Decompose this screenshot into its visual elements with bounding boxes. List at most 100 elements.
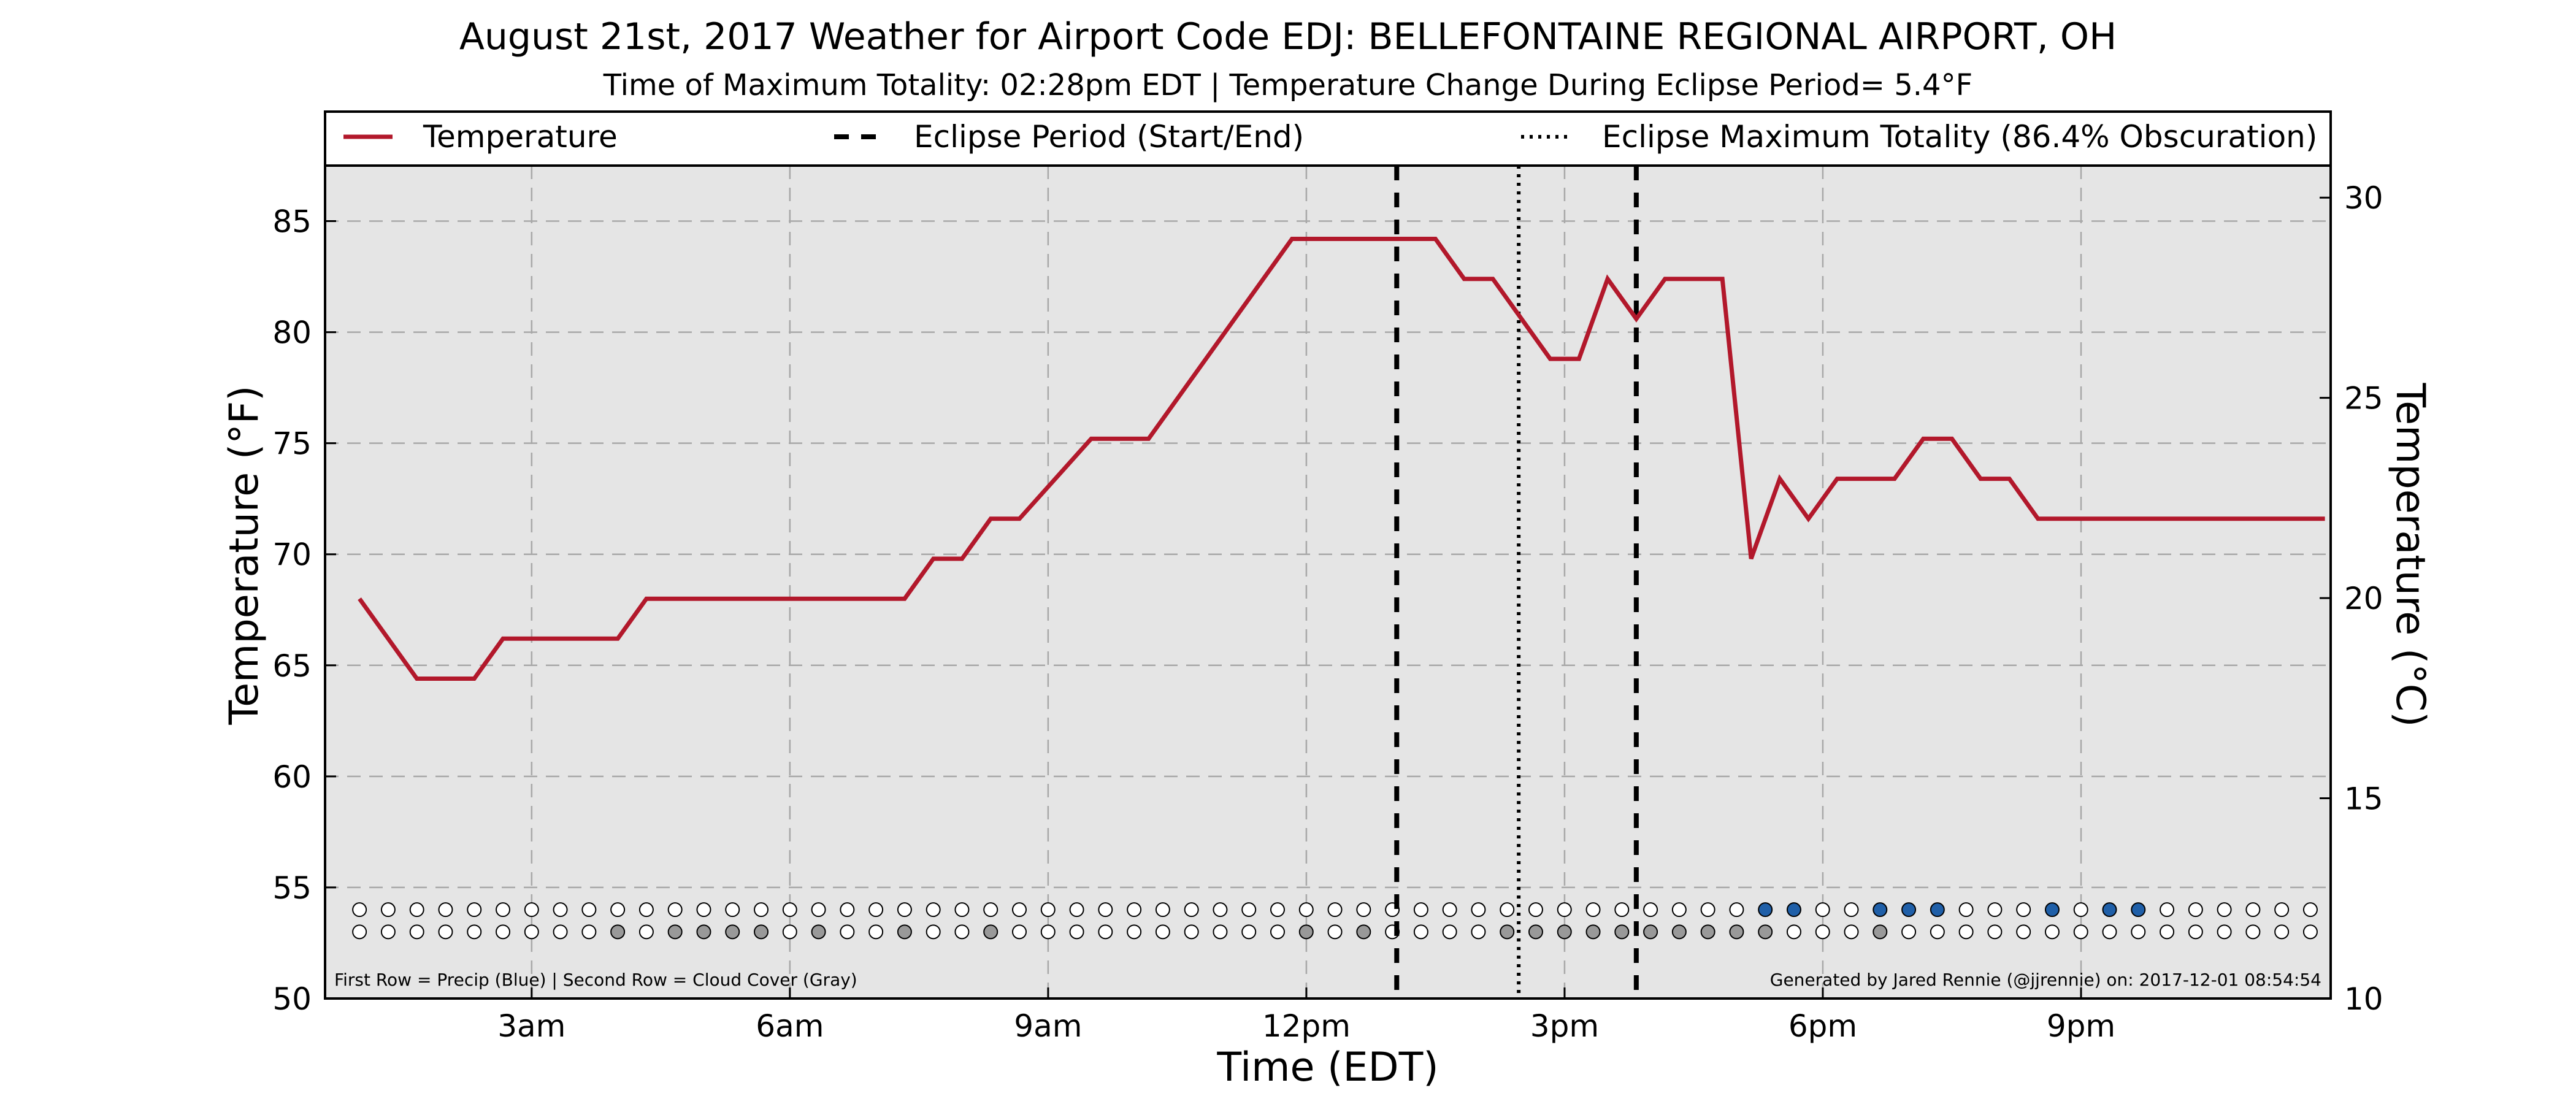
y-right-tick-label: 15 <box>2344 781 2383 817</box>
precip-marker <box>1930 902 1945 918</box>
grid-lines <box>325 166 2331 999</box>
precip-marker <box>1471 902 1486 918</box>
eclipse-lines <box>1394 166 1639 999</box>
cloud-marker <box>2073 924 2088 940</box>
precip-marker <box>897 902 912 918</box>
cloud-marker <box>1958 924 1974 940</box>
precip-marker <box>1729 902 1744 918</box>
cloud-marker <box>754 924 769 940</box>
precip-marker <box>1528 902 1543 918</box>
precip-marker <box>1873 902 1888 918</box>
precip-marker <box>553 902 568 918</box>
x-tick-label: 9am <box>1014 1008 1082 1044</box>
precip-marker <box>2016 902 2031 918</box>
cloud-marker <box>1643 924 1658 940</box>
cloud-marker <box>926 924 941 940</box>
cloud-marker <box>2160 924 2175 940</box>
precip-marker <box>1958 902 1974 918</box>
x-tick-label: 3am <box>497 1008 565 1044</box>
precip-marker <box>1987 902 2003 918</box>
footnote-right: Generated by Jared Rennie (@jjrennie) on… <box>1770 970 2321 990</box>
temperature-line <box>358 237 2325 681</box>
cloud-marker <box>1987 924 2003 940</box>
cloud-marker <box>1442 924 1457 940</box>
precip-marker <box>581 902 597 918</box>
x-tick-label: 12pm <box>1262 1008 1351 1044</box>
precip-marker <box>1327 902 1343 918</box>
cloud-marker <box>2044 924 2060 940</box>
cloud-marker <box>1786 924 1801 940</box>
cloud-marker <box>1528 924 1543 940</box>
cloud-marker <box>1815 924 1830 940</box>
precip-marker <box>1241 902 1257 918</box>
precip-marker <box>1901 902 1917 918</box>
cloud-marker <box>1413 924 1428 940</box>
cloud-marker <box>782 924 797 940</box>
y-right-tick-label: 30 <box>2344 180 2383 216</box>
cloud-marker <box>954 924 970 940</box>
cloud-marker <box>352 924 367 940</box>
axes: 50 55 60 65 70 75 80 85 10 15 20 25 30 3am 6am 9am 12pm 3… <box>272 180 2383 1044</box>
precip-marker <box>2302 902 2318 918</box>
precip-marker <box>1069 902 1084 918</box>
cloud-marker <box>2131 924 2146 940</box>
cloud-marker <box>2302 924 2318 940</box>
cloud-marker <box>581 924 597 940</box>
cloud-marker <box>1270 924 1285 940</box>
cloud-marker <box>610 924 626 940</box>
x-axis-label: Time (EDT) <box>1216 1045 1438 1091</box>
precip-marker <box>380 902 396 918</box>
plot-area <box>325 166 2331 999</box>
cloud-marker <box>2102 924 2117 940</box>
cloud-marker <box>524 924 539 940</box>
precip-marker <box>1815 902 1830 918</box>
cloud-marker <box>1356 924 1371 940</box>
precip-marker <box>1098 902 1113 918</box>
cloud-marker <box>2188 924 2203 940</box>
cloud-marker <box>438 924 453 940</box>
precip-marker <box>467 902 482 918</box>
cloud-marker <box>409 924 424 940</box>
precip-marker <box>2102 902 2117 918</box>
legend-eclipse-period-label: Eclipse Period (Start/End) <box>914 119 1304 155</box>
precip-marker <box>725 902 740 918</box>
precip-marker <box>1270 902 1285 918</box>
cloud-marker <box>811 924 826 940</box>
cloud-marker <box>1298 924 1314 940</box>
precip-marker <box>868 902 884 918</box>
y-tick-label: 65 <box>272 648 312 684</box>
y-tick-label: 60 <box>272 759 312 795</box>
x-tick-label: 3pm <box>1530 1008 1599 1044</box>
cloud-marker <box>1585 924 1601 940</box>
precip-marker <box>811 902 826 918</box>
precip-marker <box>1298 902 1314 918</box>
cloud-marker <box>1184 924 1199 940</box>
cloud-marker <box>1241 924 1257 940</box>
cloud-marker <box>840 924 855 940</box>
precip-marker <box>1700 902 1715 918</box>
y-tick-label: 50 <box>272 981 312 1017</box>
y-right-tick-label: 20 <box>2344 581 2383 616</box>
legend-max-totality-label: Eclipse Maximum Totality (86.4% Obscurat… <box>1602 119 2317 155</box>
precip-marker <box>926 902 941 918</box>
precip-marker <box>409 902 424 918</box>
series-layer <box>358 237 2325 681</box>
precip-marker <box>1671 902 1687 918</box>
precip-marker <box>524 902 539 918</box>
precip-marker <box>2217 902 2232 918</box>
precip-marker <box>2131 902 2146 918</box>
cloud-marker <box>638 924 654 940</box>
precip-marker <box>782 902 797 918</box>
precip-marker <box>1155 902 1170 918</box>
precip-marker <box>667 902 683 918</box>
cloud-marker <box>1700 924 1715 940</box>
precip-marker <box>1356 902 1371 918</box>
cloud-marker <box>1213 924 1228 940</box>
cloud-marker <box>1901 924 1917 940</box>
cloud-marker <box>1614 924 1630 940</box>
cloud-marker <box>496 924 511 940</box>
cloud-marker <box>1729 924 1744 940</box>
cloud-marker <box>1155 924 1170 940</box>
precip-marker <box>638 902 654 918</box>
